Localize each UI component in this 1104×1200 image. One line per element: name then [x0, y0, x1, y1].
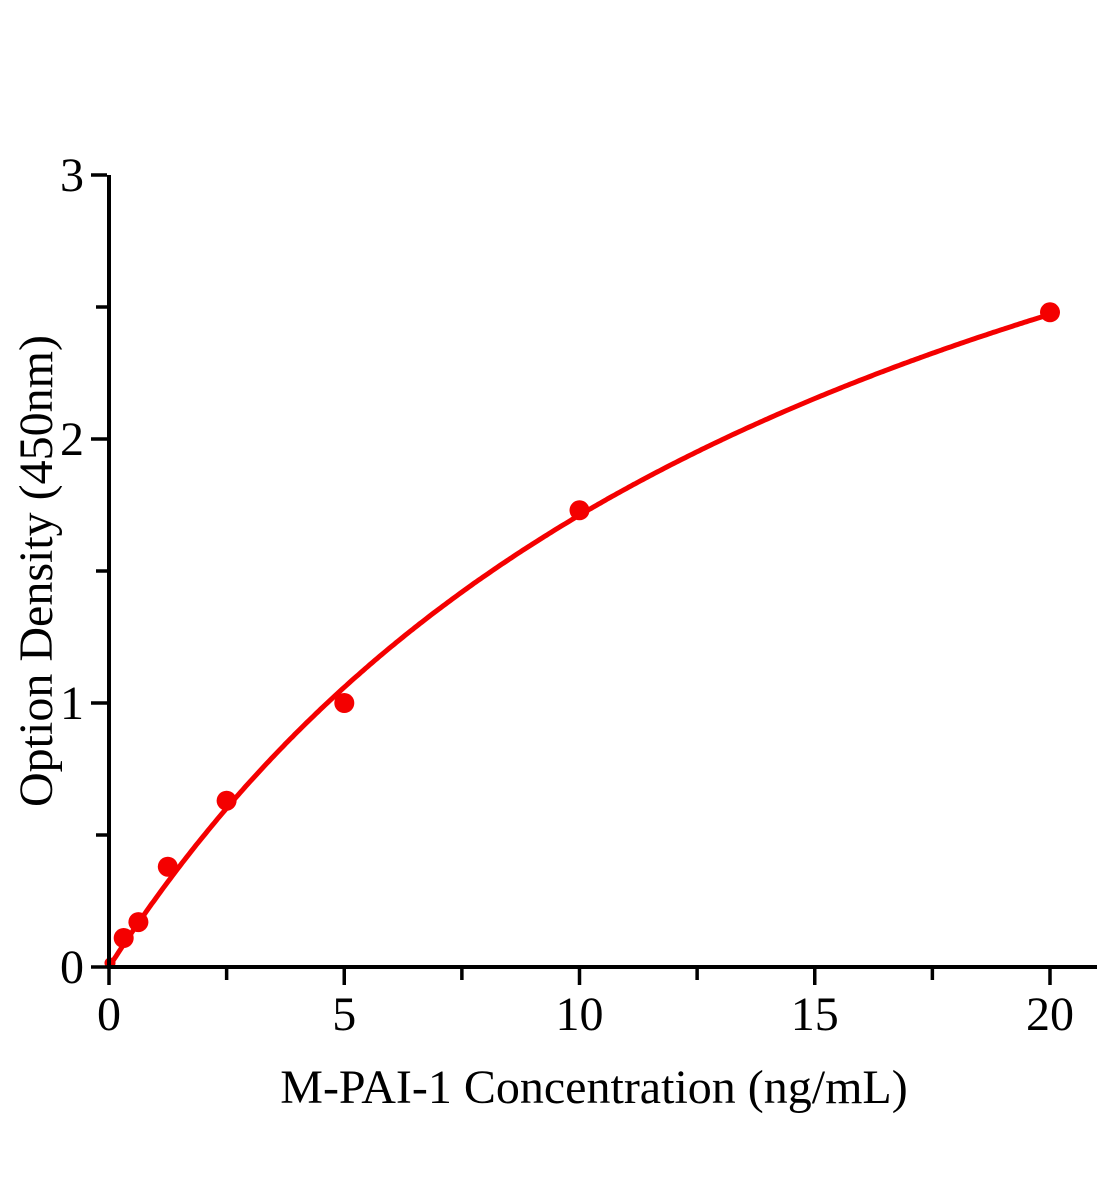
x-axis-title: M-PAI-1 Concentration (ng/mL) [280, 1061, 907, 1114]
axes-layer [91, 173, 1097, 985]
tick-labels-layer: 0 5 10 15 20 0 1 2 3 [60, 149, 1074, 1041]
data-point [157, 856, 178, 877]
data-point [334, 693, 355, 713]
data-point [216, 790, 237, 811]
data-point [1040, 302, 1060, 323]
y-tick-label: 0 [60, 941, 84, 994]
y-tick-label: 1 [60, 677, 84, 730]
fit-curve-layer [104, 311, 1053, 970]
x-tick-label: 20 [1026, 988, 1074, 1041]
fit-curve [106, 311, 1053, 970]
data-point [128, 912, 149, 933]
data-point [569, 500, 590, 521]
data-point [113, 928, 134, 948]
y-tick-label: 3 [60, 149, 84, 202]
y-tick-label: 2 [60, 413, 84, 466]
x-tick-label: 15 [791, 988, 839, 1041]
data-points-layer [113, 302, 1060, 948]
x-tick-label: 5 [332, 988, 356, 1041]
y-axis-title: Option Density (450nm) [10, 335, 63, 807]
x-tick-label: 10 [556, 988, 604, 1041]
x-tick-label: 0 [97, 988, 121, 1041]
